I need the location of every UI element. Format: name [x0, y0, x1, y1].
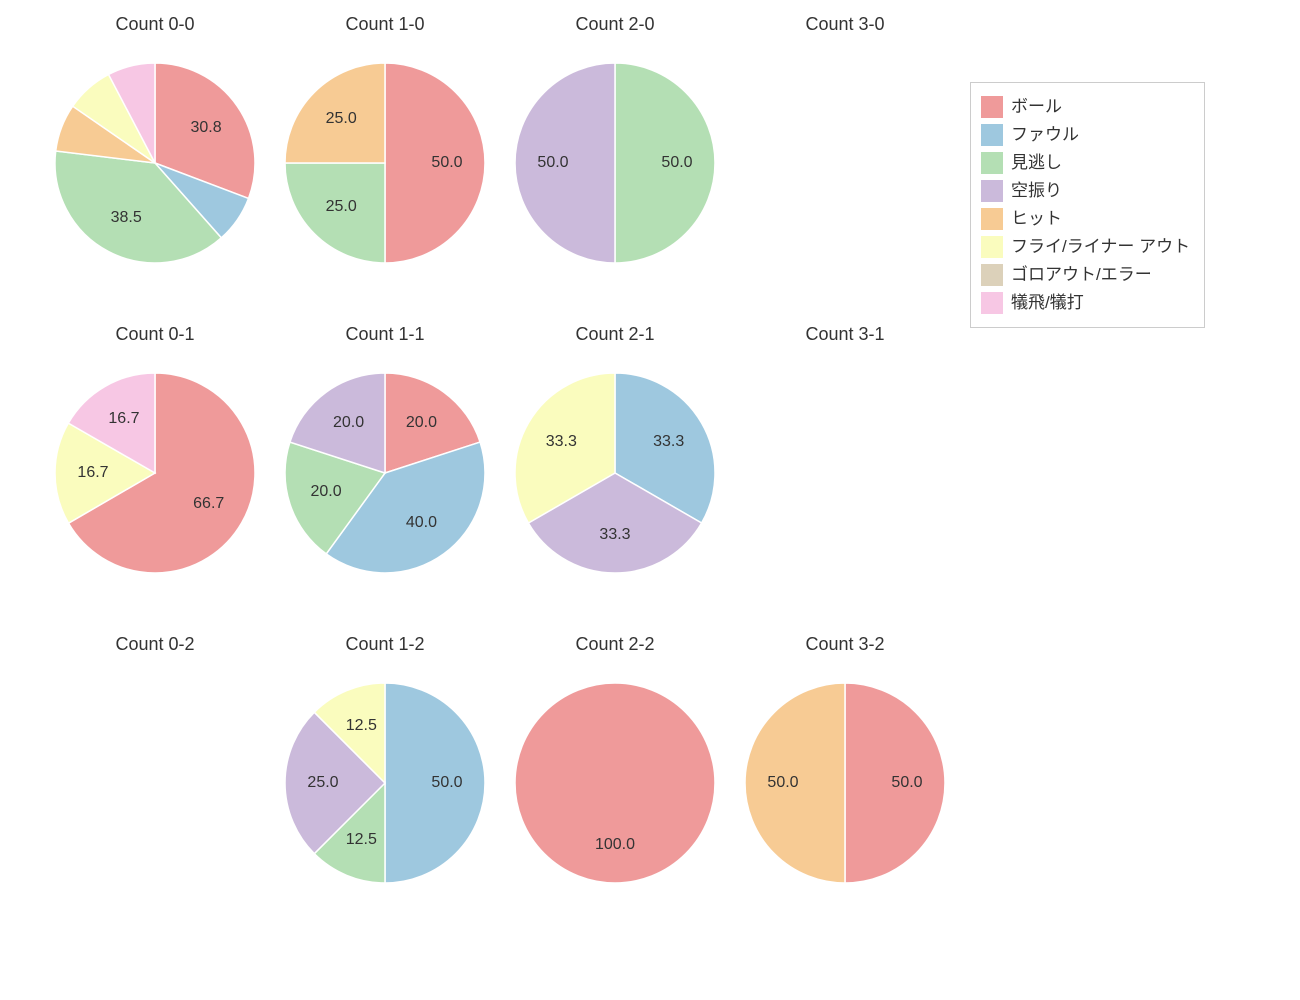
legend-swatch — [981, 264, 1003, 286]
pie-chart: 50.0 50.0 — [745, 683, 945, 883]
panel-title: Count 3-0 — [730, 14, 960, 35]
pie-slice-label: 30.8 — [190, 119, 221, 137]
pie-slice-label: 33.3 — [599, 526, 630, 544]
legend-item: 犠飛/犠打 — [981, 289, 1190, 317]
pie-slice-label: 20.0 — [310, 483, 341, 501]
legend-swatch — [981, 208, 1003, 230]
legend-swatch — [981, 236, 1003, 258]
pie-slice-label: 50.0 — [431, 774, 462, 792]
pie-panel: Count 0-0 30.8 38.5 — [40, 8, 270, 308]
pie-slice-label: 25.0 — [326, 198, 357, 216]
legend-item: 見逃し — [981, 149, 1190, 177]
pie-panel: Count 2-1 33.3 33.3 33.3 — [500, 318, 730, 618]
pie-panel: Count 0-2 — [40, 628, 270, 928]
pie-slice-label: 100.0 — [595, 836, 635, 854]
legend-swatch — [981, 180, 1003, 202]
pie-chart: 33.3 33.3 33.3 — [515, 373, 715, 573]
legend-item: ファウル — [981, 121, 1190, 149]
legend-item: ボール — [981, 93, 1190, 121]
pie-panel: Count 0-1 66.7 16.7 16.7 — [40, 318, 270, 618]
pie-slice-label: 16.7 — [108, 410, 139, 428]
pie-slice-label: 25.0 — [326, 110, 357, 128]
legend-swatch — [981, 152, 1003, 174]
panel-title: Count 2-1 — [500, 324, 730, 345]
panel-title: Count 1-2 — [270, 634, 500, 655]
pie-slice-label: 20.0 — [406, 414, 437, 432]
pie-panel: Count 1-2 50.0 12.5 25.0 12.5 — [270, 628, 500, 928]
legend-item: 空振り — [981, 177, 1190, 205]
legend-label: ゴロアウト/エラー — [1011, 261, 1152, 289]
panel-title: Count 2-0 — [500, 14, 730, 35]
panel-title: Count 0-2 — [40, 634, 270, 655]
legend-label: ファウル — [1011, 121, 1079, 149]
pie-grid-figure: Count 0-030.838.5Count 1-050.025.025.0Co… — [0, 0, 1300, 1000]
pie-chart: 100.0 — [515, 683, 715, 883]
legend-swatch — [981, 96, 1003, 118]
pie-panel: Count 3-1 — [730, 318, 960, 618]
pie-panel: Count 3-2 50.0 50.0 — [730, 628, 960, 928]
pie-chart: 20.0 40.0 20.0 20.0 — [285, 373, 485, 573]
pie-slice-label: 50.0 — [767, 774, 798, 792]
pie-slice-label: 50.0 — [431, 154, 462, 172]
legend-label: ヒット — [1011, 205, 1062, 233]
pie-chart: 66.7 16.7 16.7 — [55, 373, 255, 573]
pie-slice-label: 66.7 — [193, 495, 224, 513]
pie-slice-label: 12.5 — [346, 717, 377, 735]
pie-chart: 50.0 50.0 — [515, 63, 715, 263]
panel-title: Count 1-0 — [270, 14, 500, 35]
pie-slice-label: 20.0 — [333, 414, 364, 432]
legend-label: ボール — [1011, 93, 1062, 121]
pie-slice-label: 50.0 — [891, 774, 922, 792]
pie-slice-label: 33.3 — [653, 433, 684, 451]
pie-slice-label: 40.0 — [406, 514, 437, 532]
pie-panel: Count 2-2 100.0 — [500, 628, 730, 928]
panel-title: Count 0-0 — [40, 14, 270, 35]
pie-slice-label: 25.0 — [307, 774, 338, 792]
pie-chart: 50.0 25.0 25.0 — [285, 63, 485, 263]
legend-label: フライ/ライナー アウト — [1011, 233, 1190, 261]
legend-item: ゴロアウト/エラー — [981, 261, 1190, 289]
legend-label: 見逃し — [1011, 149, 1062, 177]
pie-slice-label: 16.7 — [77, 464, 108, 482]
panel-title: Count 2-2 — [500, 634, 730, 655]
pie-slice-label: 50.0 — [537, 154, 568, 172]
panel-title: Count 0-1 — [40, 324, 270, 345]
panel-title: Count 3-1 — [730, 324, 960, 345]
pie-panel: Count 1-0 50.0 25.0 25.0 — [270, 8, 500, 308]
legend: ボールファウル見逃し空振りヒットフライ/ライナー アウトゴロアウト/エラー犠飛/… — [970, 82, 1205, 328]
legend-swatch — [981, 292, 1003, 314]
pie-panel: Count 2-0 50.0 50.0 — [500, 8, 730, 308]
pie-slice-label: 12.5 — [346, 831, 377, 849]
pie-slice-label: 50.0 — [661, 154, 692, 172]
pie-panel: Count 3-0 — [730, 8, 960, 308]
pie-chart: 50.0 12.5 25.0 12.5 — [285, 683, 485, 883]
legend-label: 犠飛/犠打 — [1011, 289, 1084, 317]
legend-label: 空振り — [1011, 177, 1062, 205]
legend-item: ヒット — [981, 205, 1190, 233]
panel-title: Count 3-2 — [730, 634, 960, 655]
pie-chart: 30.8 38.5 — [55, 63, 255, 263]
legend-swatch — [981, 124, 1003, 146]
panel-title: Count 1-1 — [270, 324, 500, 345]
legend-item: フライ/ライナー アウト — [981, 233, 1190, 261]
pie-panel: Count 1-1 20.0 40.0 20.0 20.0 — [270, 318, 500, 618]
pie-slice-label: 38.5 — [111, 209, 142, 227]
pie-slice-label: 33.3 — [546, 433, 577, 451]
